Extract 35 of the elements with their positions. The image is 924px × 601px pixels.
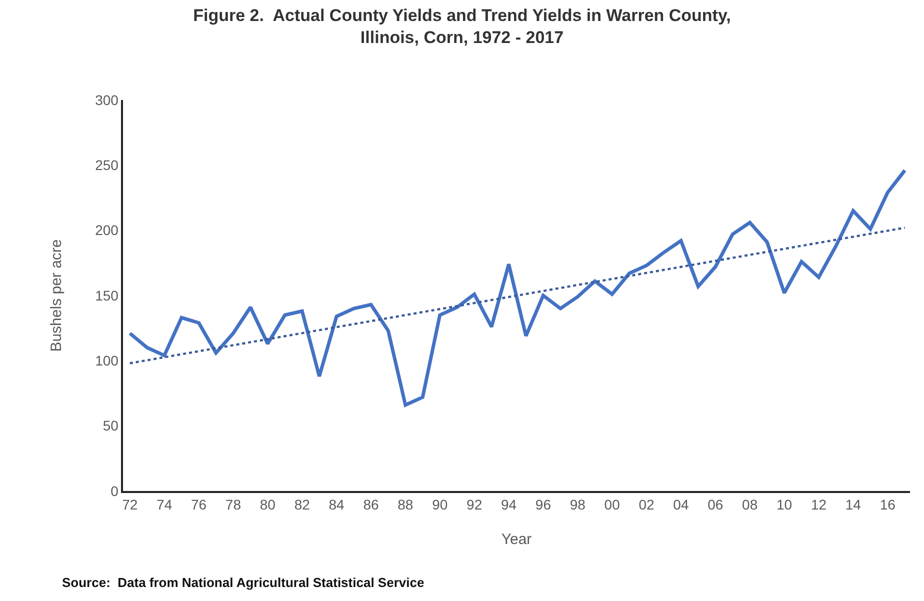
x-tick-label: 88 <box>398 496 414 513</box>
y-tick-label: 250 <box>95 157 119 174</box>
x-tick-label: 74 <box>156 496 172 513</box>
y-tick-label: 100 <box>95 352 119 369</box>
x-tick-label: 76 <box>190 496 207 513</box>
x-tick-label: 06 <box>708 496 724 513</box>
y-tick-label: 50 <box>102 418 119 434</box>
x-tick-label: 92 <box>466 496 482 513</box>
x-tick-label: 00 <box>604 496 620 513</box>
x-tick-label: 96 <box>535 496 552 513</box>
x-tick-label: 72 <box>122 496 138 513</box>
x-tick-label: 82 <box>294 496 310 513</box>
x-tick-label: 04 <box>673 496 689 513</box>
y-tick-label: 0 <box>110 482 119 499</box>
x-tick-label: 90 <box>432 496 448 513</box>
x-tick-label: 94 <box>500 496 517 513</box>
x-tick-label: 78 <box>225 496 242 513</box>
y-tick-label: 200 <box>95 222 119 238</box>
x-tick-label: 08 <box>742 496 758 513</box>
x-tick-label: 02 <box>638 496 655 513</box>
source-note: Source: Data from National Agricultural Statistical Service <box>62 575 424 590</box>
x-tick-label: 84 <box>328 496 345 513</box>
x-tick-label: 14 <box>845 496 862 513</box>
y-tick-label: 150 <box>95 287 119 304</box>
x-tick-label: 80 <box>260 496 276 513</box>
y-tick-label: 300 <box>95 92 119 108</box>
x-axis-title: Year <box>501 531 532 548</box>
x-tick-label: 12 <box>810 496 827 513</box>
x-tick-label: 10 <box>776 496 792 513</box>
x-tick-label: 98 <box>570 496 586 513</box>
x-tick-label: 86 <box>363 496 379 513</box>
x-tick-label: 16 <box>880 496 896 513</box>
line-series <box>128 168 907 407</box>
chart-title: Figure 2. Actual County Yields and Trend Yields in Warren County, Illinois, Corn, 1972 - 2017 <box>193 6 731 48</box>
y-axis-title: Bushels per acre <box>48 239 65 352</box>
